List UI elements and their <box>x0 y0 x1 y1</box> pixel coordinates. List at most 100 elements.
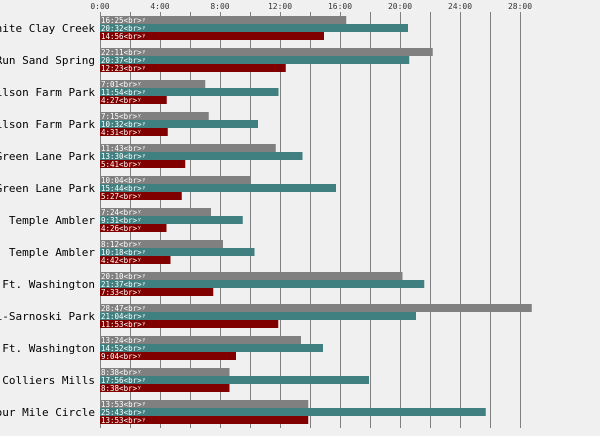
bar <box>100 80 206 88</box>
bar-value-label: 13:53<br>ʸ <box>101 400 146 409</box>
bar <box>100 344 323 352</box>
bar <box>100 88 279 96</box>
bar <box>100 288 214 296</box>
bar-value-label: 13:30<br>ʸ <box>101 152 146 161</box>
bar <box>100 120 258 128</box>
bar-value-label: 8:38<br>ʸ <box>101 368 142 377</box>
category-label: Run Sand Spring <box>0 54 95 67</box>
bar <box>100 240 223 248</box>
bar <box>100 192 182 200</box>
x-tick-label: 4:00 <box>150 2 169 11</box>
x-tick-label: 28:00 <box>508 2 532 11</box>
bar <box>100 96 167 104</box>
bar-value-label: 10:18<br>ʸ <box>101 248 146 257</box>
bar <box>100 64 286 72</box>
category-label: Colliers Mills <box>2 374 95 387</box>
category-label: Wilson Farm Park <box>0 118 95 131</box>
bar <box>100 248 255 256</box>
category-label: Wilson Farm Park <box>0 86 95 99</box>
bar <box>100 184 336 192</box>
bar <box>100 256 171 264</box>
bar-value-label: 14:56<br>ʸ <box>101 32 146 41</box>
bar-value-label: 20:10<br>ʸ <box>101 272 146 281</box>
bar <box>100 280 425 288</box>
bar-value-label: 9:31<br>ʸ <box>101 216 142 225</box>
bar-value-label: 21:04<br>ʸ <box>101 312 146 321</box>
bar <box>100 112 209 120</box>
bar-value-label: 4:42<br>ʸ <box>101 256 142 265</box>
bar <box>100 352 236 360</box>
bar <box>100 32 324 40</box>
x-tick-label: 24:00 <box>448 2 472 11</box>
bar <box>100 208 211 216</box>
bar <box>100 320 279 328</box>
bar-value-label: 8:12<br>ʸ <box>101 240 142 249</box>
category-label: White Clay Creek <box>0 22 95 35</box>
bar <box>100 376 369 384</box>
bar-value-label: 10:04<br>ʸ <box>101 176 146 185</box>
bar-value-label: 7:33<br>ʸ <box>101 288 142 297</box>
category-label: Four Mile Circle <box>0 406 95 419</box>
bar <box>100 144 276 152</box>
bar-value-label: 25:43<br>ʸ <box>101 408 146 417</box>
bar-value-label: 20:32<br>ʸ <box>101 24 146 33</box>
bar <box>100 176 251 184</box>
bar-value-label: 4:31<br>ʸ <box>101 128 142 137</box>
bar <box>100 24 408 32</box>
bar <box>100 56 410 64</box>
bar-value-label: 22:11<br>ʸ <box>101 48 146 57</box>
bar <box>100 336 301 344</box>
category-label: Temple Ambler <box>9 214 95 227</box>
bar <box>100 16 347 24</box>
x-tick-label: 12:00 <box>268 2 292 11</box>
bar <box>100 312 416 320</box>
category-label: Ft. Washington <box>2 342 95 355</box>
bar-value-label: 11:54<br>ʸ <box>101 88 146 97</box>
bar <box>100 128 168 136</box>
category-label: Temple Ambler <box>9 246 95 259</box>
bar-value-label: 7:24<br>ʸ <box>101 208 142 217</box>
x-tick-label: 16:00 <box>328 2 352 11</box>
bar-value-label: 28:47<br>ʸ <box>101 304 146 313</box>
bar-value-label: 4:26<br>ʸ <box>101 224 142 233</box>
bar <box>100 224 167 232</box>
bar <box>100 408 486 416</box>
bar-value-label: 11:53<br>ʸ <box>101 320 146 329</box>
category-label: Ft. Washington <box>2 278 95 291</box>
bar <box>100 368 230 376</box>
bar-value-label: 21:37<br>ʸ <box>101 280 146 289</box>
category-label: Green Lane Park <box>0 182 95 195</box>
x-tick-label: 8:00 <box>210 2 229 11</box>
bar-value-label: 15:44<br>ʸ <box>101 184 146 193</box>
bar-value-label: 16:25<br>ʸ <box>101 16 146 25</box>
bar-value-label: 9:04<br>ʸ <box>101 352 142 361</box>
bar <box>100 416 309 424</box>
bar-value-label: 13:53<br>ʸ <box>101 416 146 425</box>
category-label: Green Lane Park <box>0 150 95 163</box>
bar <box>100 216 243 224</box>
x-tick-label: 20:00 <box>388 2 412 11</box>
bar <box>100 400 309 408</box>
bar <box>100 384 230 392</box>
bar-value-label: 5:41<br>ʸ <box>101 160 142 169</box>
bar <box>100 304 532 312</box>
bar-value-label: 12:23<br>ʸ <box>101 64 146 73</box>
category-label: li-Sarnoski Park <box>0 310 95 323</box>
bar-value-label: 13:24<br>ʸ <box>101 336 146 345</box>
bar-value-label: 20:37<br>ʸ <box>101 56 146 65</box>
bar <box>100 48 433 56</box>
bar-value-label: 7:01<br>ʸ <box>101 80 142 89</box>
bar-value-label: 11:43<br>ʸ <box>101 144 146 153</box>
x-tick-label: 0:00 <box>90 2 109 11</box>
bar <box>100 160 186 168</box>
bar-value-label: 7:15<br>ʸ <box>101 112 142 121</box>
bar <box>100 272 403 280</box>
bar-value-label: 5:27<br>ʸ <box>101 192 142 201</box>
bar <box>100 152 303 160</box>
bar-value-label: 14:52<br>ʸ <box>101 344 146 353</box>
bar-value-label: 17:56<br>ʸ <box>101 376 146 385</box>
bar-value-label: 4:27<br>ʸ <box>101 96 142 105</box>
bar-value-label: 8:38<br>ʸ <box>101 384 142 393</box>
bar-value-label: 10:32<br>ʸ <box>101 120 146 129</box>
